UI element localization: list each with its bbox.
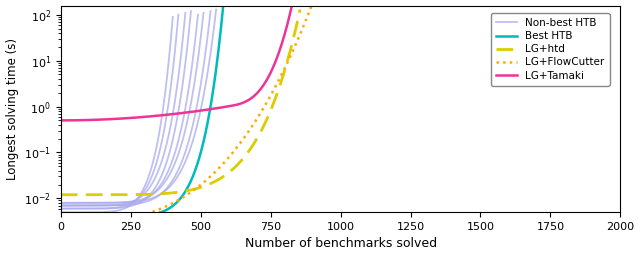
Best HTB	[131, 215, 138, 218]
Non-best HTB	[123, 206, 131, 209]
Best HTB	[99, 215, 106, 218]
Line: Non-best HTB: Non-best HTB	[61, 17, 173, 212]
LG+FlowCutter	[309, 2, 317, 5]
Line: LG+htd: LG+htd	[61, 9, 300, 195]
LG+Tamaki	[131, 116, 139, 119]
Best HTB	[152, 212, 160, 215]
X-axis label: Number of benchmarks solved: Number of benchmarks solved	[244, 238, 436, 250]
Best HTB	[57, 215, 65, 218]
Legend: Non-best HTB, Best HTB, LG+htd, LG+FlowCutter, LG+Tamaki: Non-best HTB, Best HTB, LG+htd, LG+FlowC…	[491, 13, 609, 86]
Non-best HTB	[169, 15, 177, 18]
LG+Tamaki	[124, 117, 131, 120]
Line: Best HTB: Best HTB	[61, 7, 223, 217]
LG+htd	[99, 193, 107, 196]
LG+FlowCutter	[136, 214, 144, 217]
LG+htd	[118, 193, 126, 196]
LG+htd	[296, 8, 304, 11]
LG+Tamaki	[57, 119, 65, 122]
LG+FlowCutter	[284, 60, 292, 63]
LG+Tamaki	[240, 101, 248, 104]
LG+htd	[57, 193, 65, 196]
Best HTB	[86, 215, 93, 218]
Line: LG+Tamaki: LG+Tamaki	[61, 0, 296, 120]
Non-best HTB	[86, 211, 93, 214]
Best HTB	[220, 5, 227, 8]
LG+Tamaki	[115, 117, 122, 120]
LG+Tamaki	[211, 107, 219, 110]
LG+Tamaki	[269, 67, 276, 70]
Non-best HTB	[108, 210, 115, 213]
Non-best HTB	[77, 211, 84, 214]
Non-best HTB	[57, 211, 65, 214]
LG+htd	[217, 177, 225, 180]
Non-best HTB	[132, 199, 140, 202]
Non-best HTB	[141, 184, 149, 187]
LG+FlowCutter	[57, 221, 65, 224]
LG+FlowCutter	[128, 216, 136, 219]
LG+FlowCutter	[253, 118, 260, 121]
LG+htd	[165, 192, 173, 195]
Best HTB	[165, 207, 173, 210]
LG+FlowCutter	[118, 218, 126, 221]
LG+htd	[198, 185, 205, 188]
LG+htd	[237, 159, 244, 163]
Y-axis label: Longest solving time (s): Longest solving time (s)	[6, 38, 19, 180]
LG+FlowCutter	[222, 159, 230, 162]
Best HTB	[179, 194, 187, 197]
Line: LG+FlowCutter: LG+FlowCutter	[61, 3, 313, 222]
